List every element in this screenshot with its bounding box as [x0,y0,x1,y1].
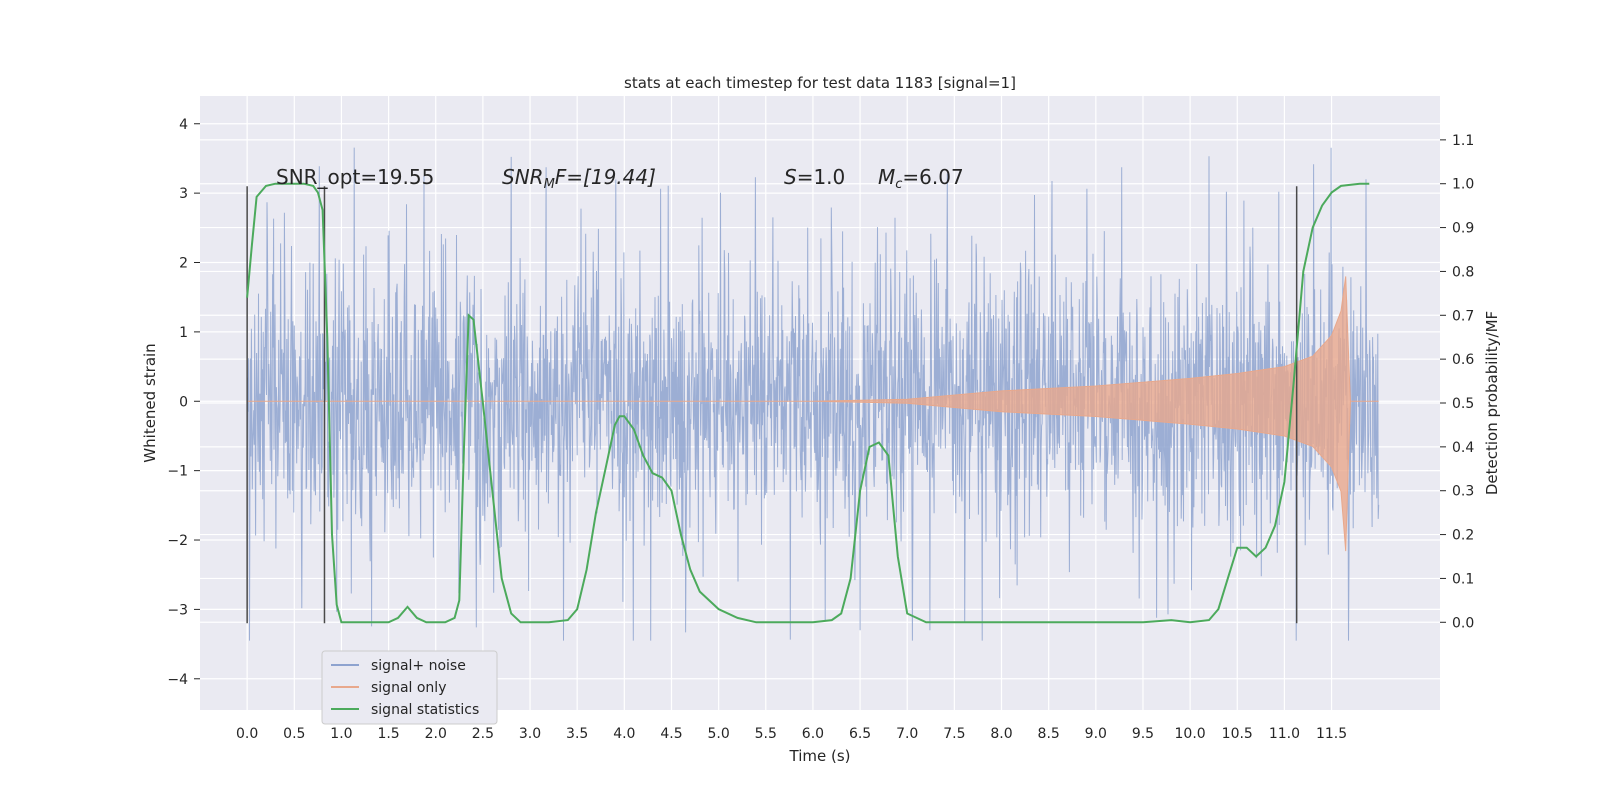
x-axis-ticks: 0.0 0.5 1.0 1.5 2.0 2.5 3.0 3.5 4.0 4.5 5.0 5.5 6.0 6… [236,726,1347,742]
y-left-tick-label: 2 [179,256,188,272]
x-tick-label: 8.0 [990,726,1012,742]
x-tick-label: 10.5 [1222,726,1253,742]
y-left-tick-label: −2 [167,533,188,549]
y-right-tick-label: 0.6 [1452,352,1474,368]
annotation-mc-rest: =6.07 [902,165,963,189]
legend: signal+ noise signal only signal statist… [321,650,498,725]
annotation-mc-sub: c [895,177,902,192]
x-tick-label: 5.5 [755,726,777,742]
series-signal-only [247,276,1379,552]
y-right-tick-label: 0.2 [1452,528,1474,544]
x-tick-label: 9.0 [1085,726,1107,742]
x-tick-label: 7.0 [896,726,918,742]
y-axis-left-label: Whitened strain [141,343,159,462]
x-tick-label: 6.0 [802,726,824,742]
y-left-tick-label: 0 [179,394,188,410]
y-left-tick-label: −4 [167,672,188,688]
x-tick-label: 10.0 [1175,726,1206,742]
y-left-tick-label: −1 [167,464,188,480]
y-right-tick-label: 0.1 [1452,571,1474,587]
y-left-tick-label: −3 [167,602,188,618]
y-right-tick-label: 0.7 [1452,308,1474,324]
legend-label-signal-plus-noise: signal+ noise [371,658,466,674]
series-signal-statistics [246,182,1370,624]
x-tick-label: 7.5 [943,726,965,742]
annotation-snr-opt: SNR_opt=19.55 [276,165,434,189]
legend-label-signal-only: signal only [371,680,446,696]
x-tick-label: 6.5 [849,726,871,742]
x-tick-label: 11.0 [1269,726,1300,742]
y-right-tick-label: 1.1 [1452,133,1474,149]
annotation-s: S=1.0 [784,165,845,189]
y-left-tick-label: 3 [179,186,188,202]
y-axis-left-ticks: −4 −3 −2 −1 0 1 2 3 4 [167,117,200,688]
x-tick-label: 2.5 [472,726,494,742]
legend-box [321,650,498,725]
x-tick-label: 1.0 [330,726,352,742]
y-right-tick-label: 0.3 [1452,484,1474,500]
annotation-snr-mf: SNRMF=[19.44] [502,165,656,192]
x-tick-label: 8.5 [1038,726,1060,742]
x-tick-label: 3.0 [519,726,541,742]
annotation-s-main: S [784,165,797,189]
x-tick-label: 3.5 [566,726,588,742]
annotation-mc-main: M [878,165,895,189]
x-tick-label: 5.0 [707,726,729,742]
x-tick-label: 0.0 [236,726,258,742]
y-left-tick-label: 4 [179,117,188,133]
y-right-tick-label: 0.5 [1452,396,1474,412]
annotation-mc: Mc=6.07 [878,165,964,192]
chart-title: stats at each timestep for test data 118… [624,74,1016,92]
x-axis-label: Time (s) [789,747,851,765]
x-tick-label: 2.0 [425,726,447,742]
x-tick-label: 0.5 [283,726,305,742]
y-left-tick-label: 1 [179,325,188,341]
legend-label-signal-statistics: signal statistics [371,702,479,718]
y-axis-right-ticks: 0.0 0.1 0.2 0.3 0.4 0.5 0.6 0.7 0.8 0.9 1.0 1.1 [1440,133,1474,631]
y-right-tick-label: 0.9 [1452,221,1474,237]
y-right-tick-label: 0.0 [1452,615,1474,631]
y-axis-right-label: Detection probability/MF [1483,311,1501,495]
annotation-s-rest: =1.0 [797,165,846,189]
y-right-tick-label: 0.8 [1452,264,1474,280]
annotations: SNR_opt=19.55 SNRMF=[19.44] S=1.0 Mc=6.0… [276,165,964,192]
annotation-snr-mf-rest: F=[19.44] [555,165,656,189]
y-right-tick-label: 0.4 [1452,440,1474,456]
x-tick-label: 4.5 [660,726,682,742]
x-tick-label: 1.5 [377,726,399,742]
annotation-snr-mf-sub: M [544,177,555,192]
x-tick-label: 9.5 [1132,726,1154,742]
x-tick-label: 4.0 [613,726,635,742]
y-right-tick-label: 1.0 [1452,177,1474,193]
annotation-snr-mf-main: SNR [502,165,544,189]
x-tick-label: 11.5 [1316,726,1347,742]
